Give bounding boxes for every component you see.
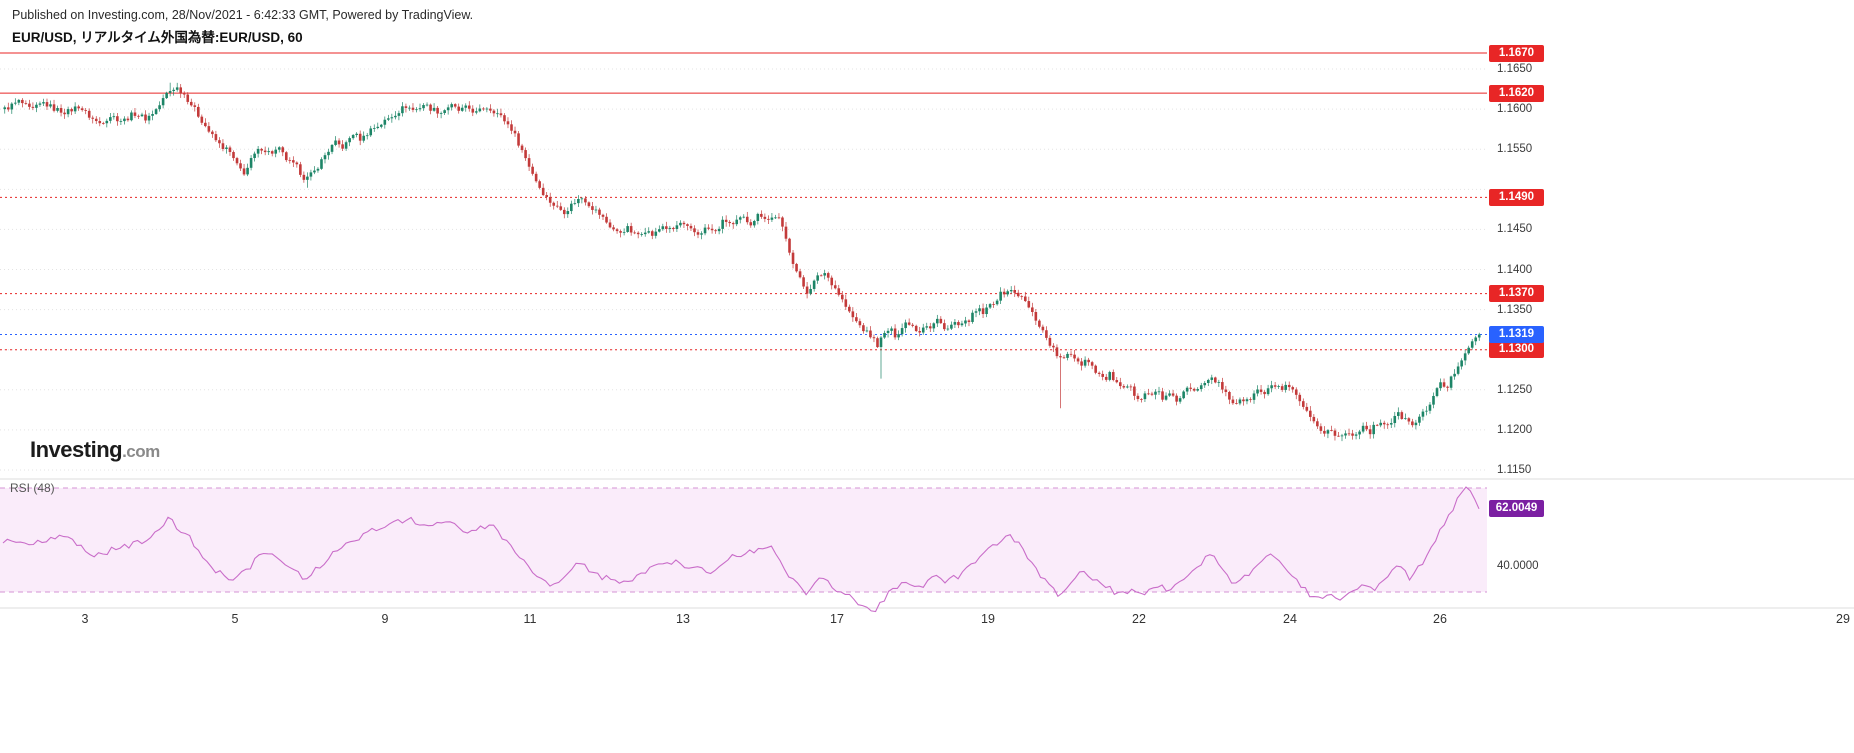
investing-logo: Investing.com [30, 437, 160, 463]
price-tick-label[interactable]: 1.1250 [1497, 383, 1533, 396]
logo-tld: .com [122, 442, 160, 461]
price-level-badge: 1.1370 [1489, 285, 1544, 303]
time-tick-label[interactable]: 11 [523, 612, 537, 626]
price-level-lines [0, 52, 1487, 351]
rsi-tick-label: 40.0000 [1497, 560, 1539, 572]
price-tick-label[interactable]: 1.1650 [1497, 63, 1533, 76]
rsi-value-badge: 62.0049 [1489, 500, 1544, 518]
price-tick-label[interactable]: 1.1600 [1497, 103, 1533, 116]
price-tick-label[interactable]: 1.1450 [1497, 223, 1533, 236]
published-line: Published on Investing.com, 28/Nov/2021 … [12, 8, 474, 22]
rsi-indicator-label[interactable]: RSI (48) [10, 481, 55, 495]
time-tick-label[interactable]: 29 [1836, 612, 1850, 626]
rsi-pane-graphics [0, 486, 1487, 613]
price-tick-label[interactable]: 1.1400 [1497, 263, 1533, 276]
time-tick-label[interactable]: 19 [981, 612, 995, 626]
candlestick-series [3, 82, 1481, 442]
price-tick-label[interactable]: 1.1550 [1497, 143, 1533, 156]
logo-brand: Investing [30, 437, 123, 462]
price-tick-label[interactable]: 1.1150 [1497, 463, 1532, 476]
price-tick-label[interactable]: 1.1350 [1497, 303, 1533, 316]
price-level-badge: 1.1620 [1489, 84, 1544, 102]
time-tick-label[interactable]: 3 [81, 612, 89, 626]
price-tick-label[interactable]: 1.1200 [1497, 423, 1533, 436]
price-gridlines [0, 68, 1854, 609]
time-tick-label[interactable]: 9 [381, 612, 389, 626]
time-tick-label[interactable]: 13 [676, 612, 690, 626]
time-tick-label[interactable]: 22 [1132, 612, 1146, 626]
price-level-badge: 1.1300 [1489, 341, 1544, 359]
time-tick-label[interactable]: 5 [231, 612, 239, 626]
time-tick-label[interactable]: 24 [1283, 612, 1297, 626]
time-tick-label[interactable]: 17 [830, 612, 844, 626]
price-level-badge: 1.1490 [1489, 188, 1544, 206]
current-price-badge: 1.1319 [1489, 325, 1544, 343]
instrument-title: EUR/USD, リアルタイム外国為替:EUR/USD, 60 [12, 30, 303, 45]
time-tick-label[interactable]: 26 [1433, 612, 1447, 626]
price-level-badge: 1.1670 [1489, 44, 1544, 62]
